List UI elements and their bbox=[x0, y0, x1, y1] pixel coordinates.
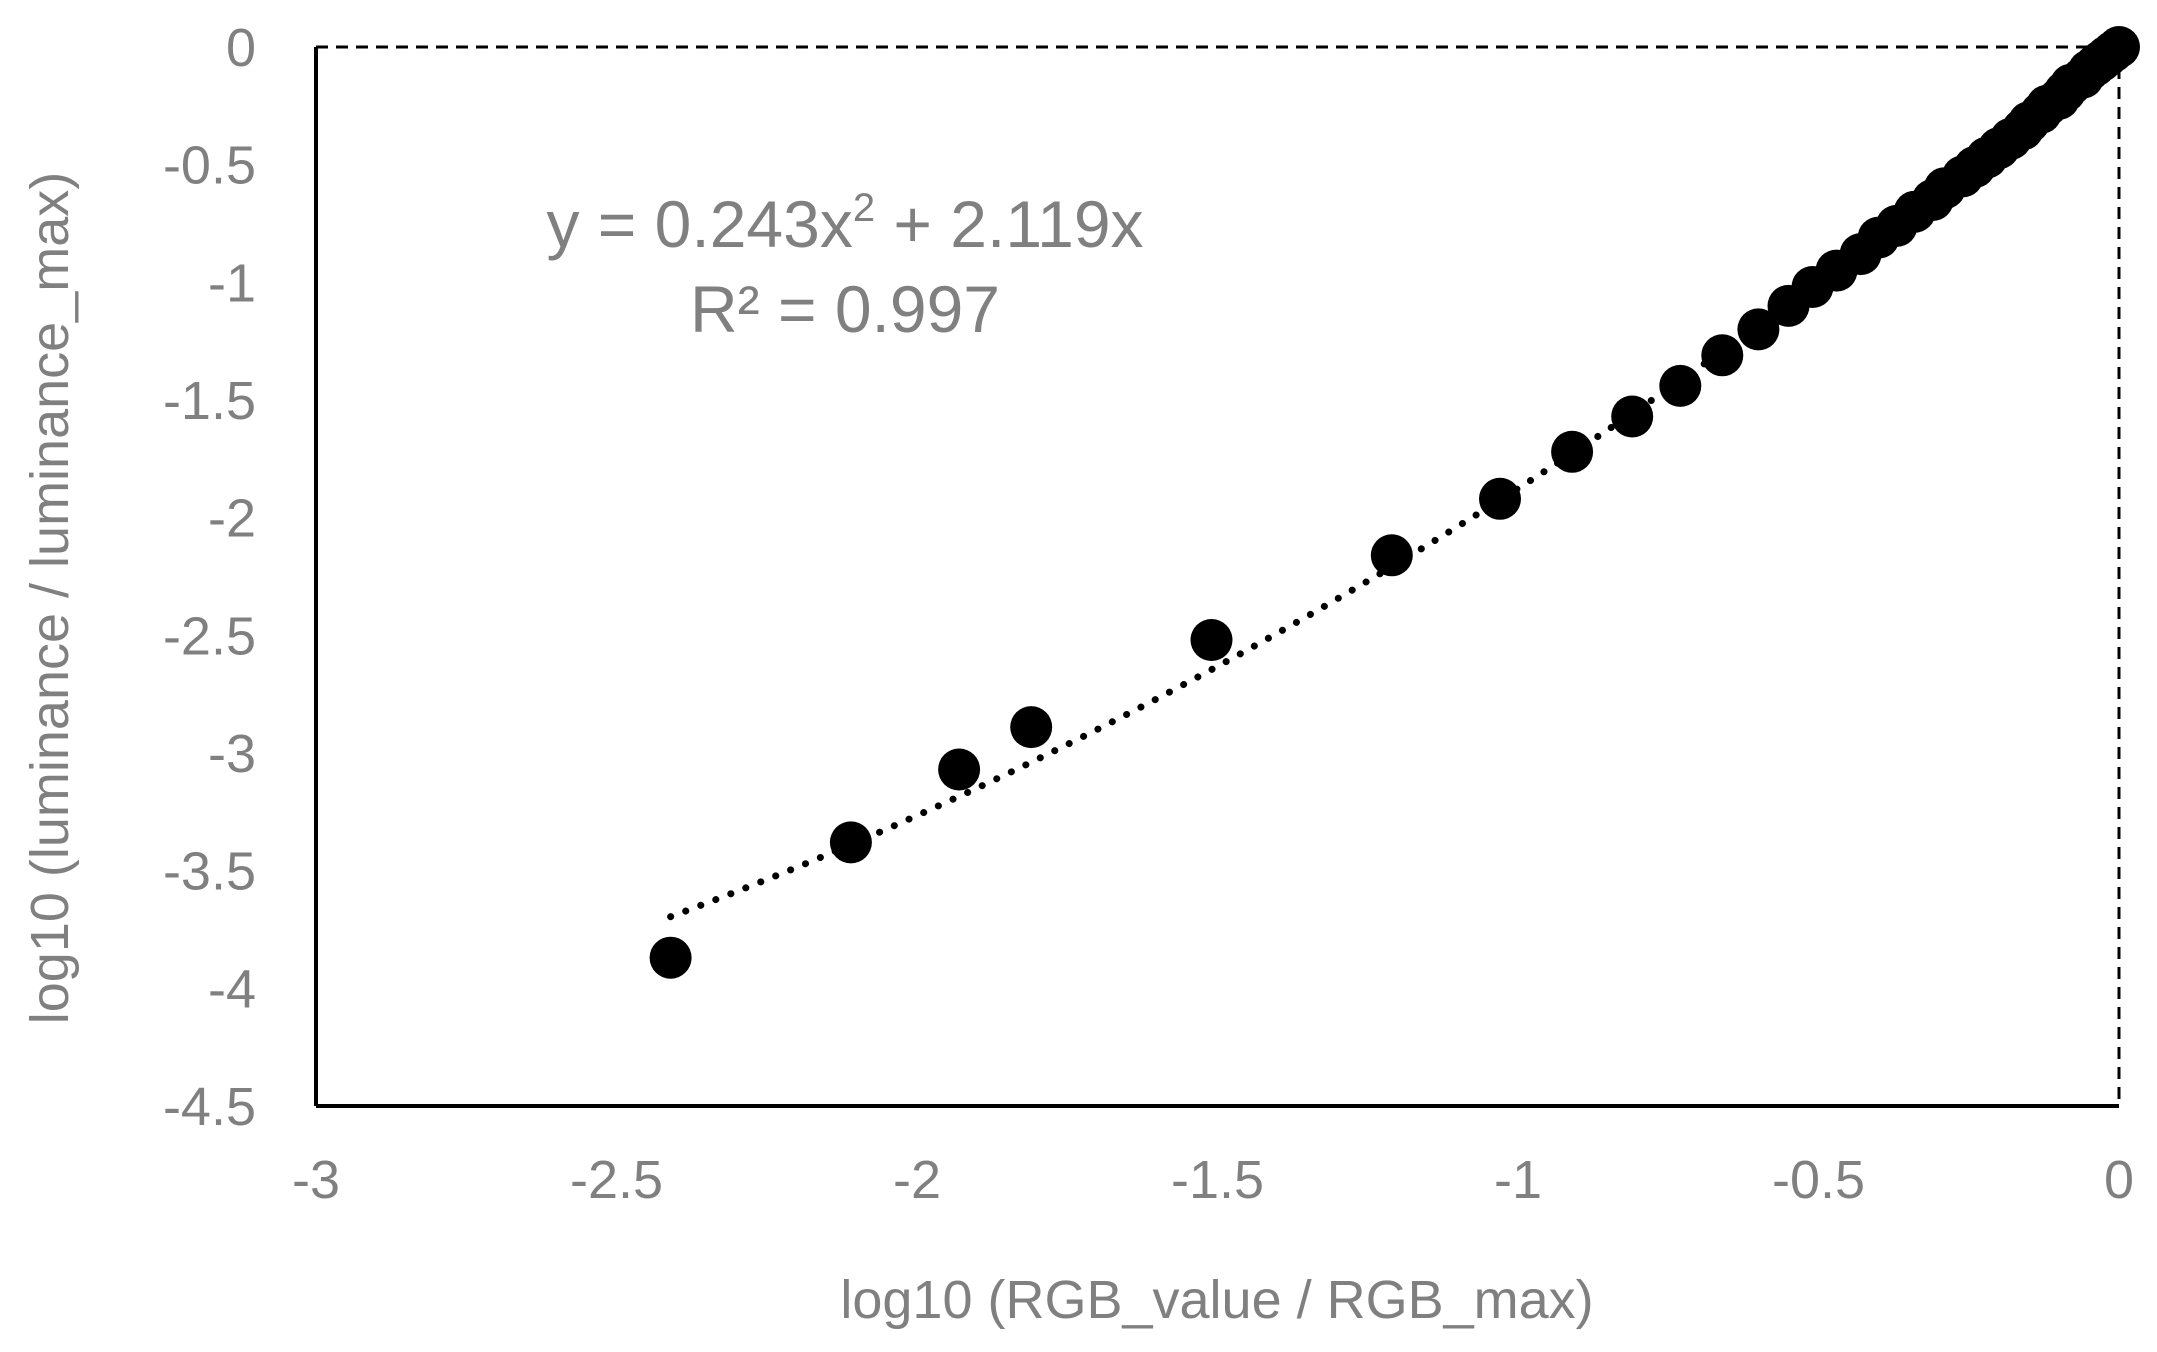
y-tick-label: 0 bbox=[226, 18, 256, 78]
x-tick-label: -1 bbox=[1494, 1150, 1542, 1210]
equation-label: y = 0.243x2 + 2.119x bbox=[546, 186, 1143, 261]
x-tick-label: -2 bbox=[893, 1150, 941, 1210]
data-point bbox=[649, 936, 692, 979]
data-point bbox=[1659, 364, 1702, 407]
y-tick-label: -3.5 bbox=[163, 842, 256, 902]
x-tick-label: -3 bbox=[292, 1150, 340, 1210]
data-point bbox=[1190, 619, 1233, 661]
equation-exponent: 2 bbox=[853, 186, 875, 230]
equation-suffix: + 2.119x bbox=[875, 187, 1143, 261]
y-tick-label: -4 bbox=[208, 959, 256, 1019]
x-tick-label: -0.5 bbox=[1772, 1150, 1865, 1210]
r-squared-label: R² = 0.997 bbox=[690, 272, 1000, 346]
data-point bbox=[1737, 308, 1780, 351]
data-point bbox=[1370, 534, 1413, 577]
data-points bbox=[649, 26, 2140, 979]
y-tick-label: -1 bbox=[208, 253, 256, 313]
y-tick-label: -4.5 bbox=[163, 1077, 256, 1137]
x-axis-title: log10 (RGB_value / RGB_max) bbox=[840, 1270, 1593, 1330]
data-point bbox=[1701, 334, 1744, 377]
x-tick-label: -2.5 bbox=[570, 1150, 663, 1210]
x-tick-label: 0 bbox=[2104, 1150, 2134, 1210]
y-tick-label: -3 bbox=[208, 724, 256, 784]
equation-prefix: y = 0.243x bbox=[546, 187, 852, 261]
data-point bbox=[829, 821, 872, 864]
y-tick-label: -0.5 bbox=[163, 136, 256, 196]
data-point bbox=[1551, 430, 1594, 473]
x-tick-labels: -3 -2.5 -2 -1.5 -1 -0.5 0 bbox=[292, 1150, 2134, 1210]
y-tick-labels: 0 -0.5 -1 -1.5 -2 -2.5 -3 -3.5 -4 -4.5 bbox=[163, 18, 256, 1137]
data-point bbox=[1611, 395, 1654, 438]
y-tick-label: -1.5 bbox=[163, 371, 256, 431]
y-axis-title: log10 (luminance / luminance_max) bbox=[20, 172, 80, 1024]
data-point bbox=[938, 748, 981, 791]
data-point bbox=[1010, 706, 1053, 749]
data-point bbox=[1479, 477, 1521, 520]
data-point bbox=[2098, 26, 2140, 68]
y-tick-label: -2 bbox=[208, 489, 256, 549]
x-tick-label: -1.5 bbox=[1171, 1150, 1264, 1210]
y-tick-label: -2.5 bbox=[163, 606, 256, 666]
